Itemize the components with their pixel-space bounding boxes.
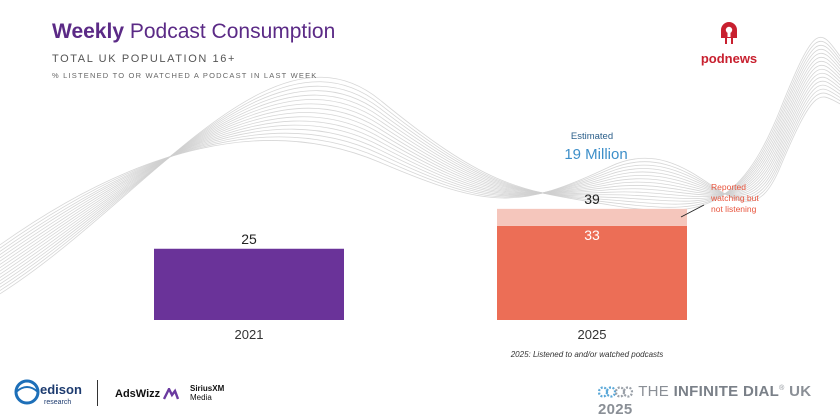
podnews-mic-icon [721, 22, 737, 44]
siriusxm-wordmark: SiriusXM [190, 384, 225, 393]
chart-subnote: % LISTENED TO OR WATCHED A PODCAST IN LA… [52, 71, 318, 80]
wave-line [0, 52, 840, 282]
siriusxm-subtext: Media [190, 393, 212, 402]
estimate-caption: Estimated [571, 131, 613, 142]
infinite-dial-logo: THE INFINITE DIAL® UK 2025 [597, 383, 812, 419]
bar-2025-watching [497, 208, 687, 226]
adswizz-wordmark: AdsWizz [115, 388, 161, 400]
wave-line [0, 88, 840, 252]
chart-title-rest: Podcast Consumption [129, 20, 336, 43]
infinite-dial-prefix: THE [638, 383, 670, 400]
category-label-2025: 2025 [578, 327, 607, 342]
data-label-2025-total: 39 [584, 191, 600, 207]
podnews-logo: podnews [696, 18, 762, 66]
edison-research-logo: edison research [14, 377, 94, 412]
edison-wordmark: edison [40, 382, 82, 397]
wave-line [0, 96, 840, 246]
edison-subtext: research [44, 399, 71, 406]
wave-line [0, 92, 840, 249]
chart-footnote: 2025: Listened to and/or watched podcast… [510, 350, 664, 359]
logo-divider [97, 380, 98, 406]
category-label-2021: 2021 [235, 327, 264, 342]
bar-2021 [154, 248, 344, 320]
wave-line [0, 80, 840, 259]
podnews-wordmark: podnews [700, 51, 758, 66]
wave-line [0, 64, 840, 272]
wave-line [0, 68, 840, 269]
wave-line [0, 72, 840, 265]
chart-title-bold: Weekly [52, 20, 124, 43]
wave-line [0, 60, 840, 275]
chart-title: Weekly Podcast Consumption [52, 20, 335, 44]
bar-2025-listened [497, 225, 687, 320]
wave-line [0, 48, 840, 285]
watching-note-line: not listening [711, 204, 757, 214]
watching-note-leader-line [680, 204, 705, 218]
adswizz-logo: AdsWizz [115, 386, 180, 400]
siriusxm-logo: SiriusXM Media [190, 384, 224, 402]
infinite-dial-suffix: UK 2025 [598, 383, 812, 419]
edison-globe-icon: edison research [14, 379, 82, 406]
infinity-icon [597, 386, 634, 398]
wave-line [0, 76, 840, 262]
data-label-2025-listened: 33 [584, 227, 600, 243]
watching-note-line: watching but [710, 193, 759, 203]
chart-subtitle: TOTAL UK POPULATION 16+ [52, 53, 237, 65]
wave-line [0, 84, 840, 256]
data-label-2021: 25 [241, 231, 257, 247]
adswizz-mark-icon [163, 386, 180, 400]
estimate-value: 19 Million [564, 146, 627, 163]
infinite-dial-main: INFINITE DIAL [673, 383, 780, 400]
watching-note-line: Reported [711, 182, 746, 192]
wave-line [0, 56, 840, 278]
